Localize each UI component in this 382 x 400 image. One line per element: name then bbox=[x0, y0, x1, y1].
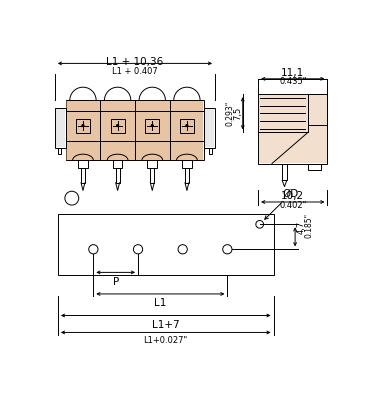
Bar bbox=[205, 109, 214, 147]
Bar bbox=[55, 108, 66, 148]
Text: 4,7: 4,7 bbox=[297, 220, 306, 234]
Text: 0.185": 0.185" bbox=[304, 213, 314, 238]
Bar bbox=[182, 160, 192, 168]
Bar bbox=[204, 108, 215, 148]
Bar bbox=[185, 168, 189, 183]
Text: 10,2: 10,2 bbox=[281, 191, 304, 201]
Bar bbox=[151, 168, 154, 183]
Text: 7,5: 7,5 bbox=[233, 107, 242, 120]
Text: L1: L1 bbox=[154, 298, 167, 308]
Bar bbox=[58, 214, 274, 275]
Text: L1+7: L1+7 bbox=[152, 320, 180, 330]
Bar bbox=[76, 119, 90, 132]
Bar bbox=[81, 168, 85, 183]
Bar bbox=[180, 119, 194, 132]
Bar bbox=[259, 95, 327, 163]
Bar bbox=[56, 109, 65, 147]
Bar bbox=[258, 94, 327, 164]
Bar bbox=[116, 168, 120, 183]
Bar bbox=[58, 148, 61, 154]
Bar bbox=[145, 119, 159, 132]
Bar bbox=[308, 164, 320, 170]
Text: P: P bbox=[113, 277, 119, 287]
Bar bbox=[78, 160, 88, 168]
Text: 0.402": 0.402" bbox=[279, 200, 306, 210]
Text: L1+0.027": L1+0.027" bbox=[144, 336, 188, 346]
Bar bbox=[66, 100, 204, 160]
Text: 0.435": 0.435" bbox=[279, 77, 306, 86]
Text: 11,1: 11,1 bbox=[281, 68, 304, 78]
Circle shape bbox=[151, 124, 154, 127]
Circle shape bbox=[117, 124, 119, 127]
Text: 0.293": 0.293" bbox=[226, 101, 235, 126]
Bar bbox=[308, 94, 327, 125]
Text: ØD: ØD bbox=[265, 189, 299, 219]
Bar bbox=[111, 119, 125, 132]
Text: L1 + 0.407: L1 + 0.407 bbox=[112, 67, 158, 76]
Circle shape bbox=[82, 124, 84, 127]
Bar bbox=[66, 101, 204, 160]
Circle shape bbox=[186, 124, 188, 127]
Bar bbox=[113, 160, 123, 168]
Bar bbox=[282, 164, 287, 180]
Bar bbox=[209, 148, 212, 154]
Bar bbox=[147, 160, 157, 168]
Text: L1 + 10,36: L1 + 10,36 bbox=[106, 57, 163, 67]
